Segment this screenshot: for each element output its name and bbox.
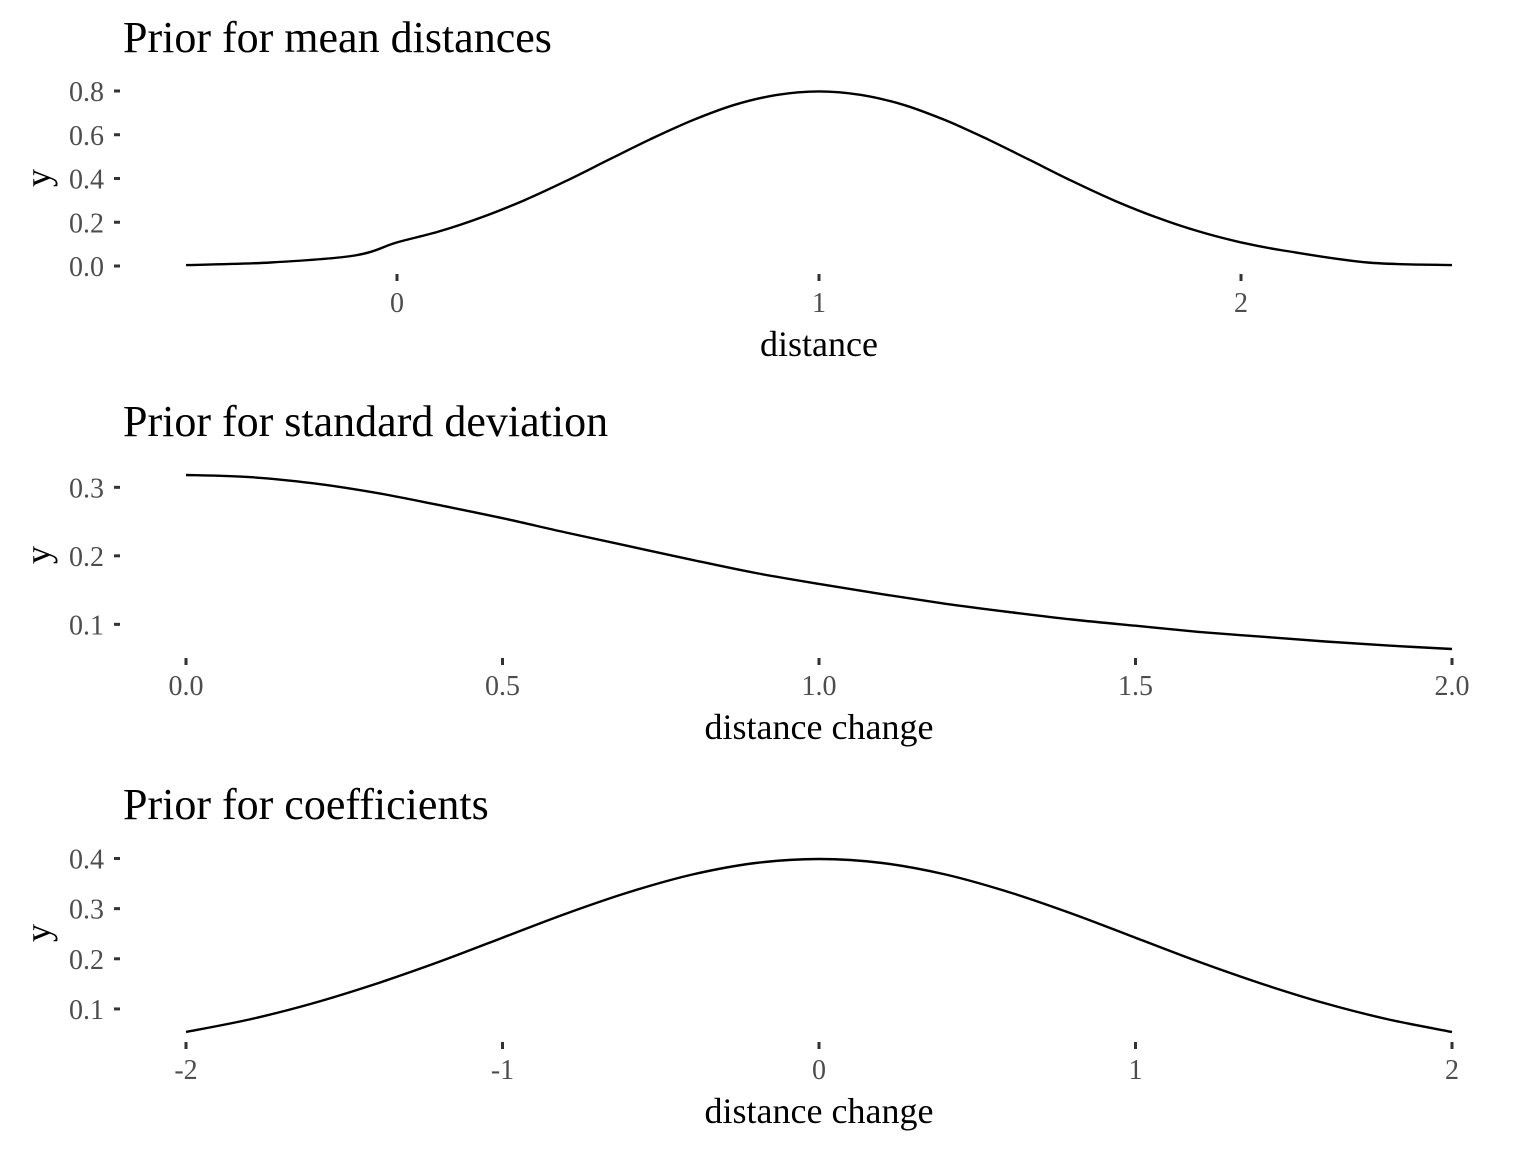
y-tick-label: 0.4 (69, 844, 104, 875)
y-axis-title: y (18, 546, 58, 564)
y-tick-label: 0.6 (69, 121, 104, 152)
x-tick-label: 0 (812, 1055, 826, 1086)
x-tick-label: 1 (1129, 1055, 1143, 1086)
plot-marks: 0.0 0.2 0.4 0.6 0.8 0 1 2 (69, 77, 1453, 319)
y-tick-label: 0.1 (69, 995, 104, 1026)
x-axis-title: distance (760, 324, 878, 364)
y-axis-title: y (18, 924, 58, 942)
y-tick-label: 0.8 (69, 77, 104, 108)
density-curve (185, 90, 1453, 267)
density-curve (185, 473, 1453, 651)
x-tick-label: 1 (812, 288, 826, 319)
panel-mean-distances: Prior for mean distances distance y 0.00… (18, 13, 1453, 364)
density-curve (185, 857, 1453, 1034)
x-tick-label: 2.0 (1435, 671, 1470, 702)
x-tick-label: 1.0 (802, 671, 837, 702)
y-tick-label: 0.3 (69, 895, 104, 926)
chart-title: Prior for standard deviation (123, 397, 608, 446)
plot-marks: 0.1 0.2 0.3 0.0 0.5 1.0 1.5 2.0 (69, 473, 1470, 702)
x-axis-title: distance change (705, 1091, 934, 1131)
y-tick-label: 0.1 (69, 610, 104, 641)
chart-title: Prior for coefficients (123, 780, 489, 829)
y-axis-title: y (18, 169, 58, 187)
plot-marks: 0.1 0.2 0.3 0.4 -2 -1 0 1 2 (69, 844, 1459, 1086)
x-tick-label: 1.5 (1118, 671, 1153, 702)
x-tick-label: 0.0 (169, 671, 204, 702)
panel-standard-deviation: Prior for standard deviation distance ch… (18, 397, 1470, 747)
y-tick-label: 0.2 (69, 542, 104, 573)
x-tick-label: 0 (390, 288, 404, 319)
x-tick-label: 2 (1234, 288, 1248, 319)
y-tick-label: 0.4 (69, 165, 104, 196)
x-tick-label: 2 (1445, 1055, 1459, 1086)
y-tick-label: 0.2 (69, 945, 104, 976)
x-axis-title: distance change (705, 707, 934, 747)
x-tick-label: -1 (491, 1055, 514, 1086)
x-tick-label: 0.5 (485, 671, 520, 702)
panel-coefficients: Prior for coefficients distance change y… (18, 780, 1459, 1131)
y-tick-label: 0.0 (69, 252, 104, 283)
y-tick-label: 0.3 (69, 473, 104, 504)
chart-title: Prior for mean distances (123, 13, 552, 62)
y-tick-label: 0.2 (69, 208, 104, 239)
x-tick-label: -2 (174, 1055, 197, 1086)
